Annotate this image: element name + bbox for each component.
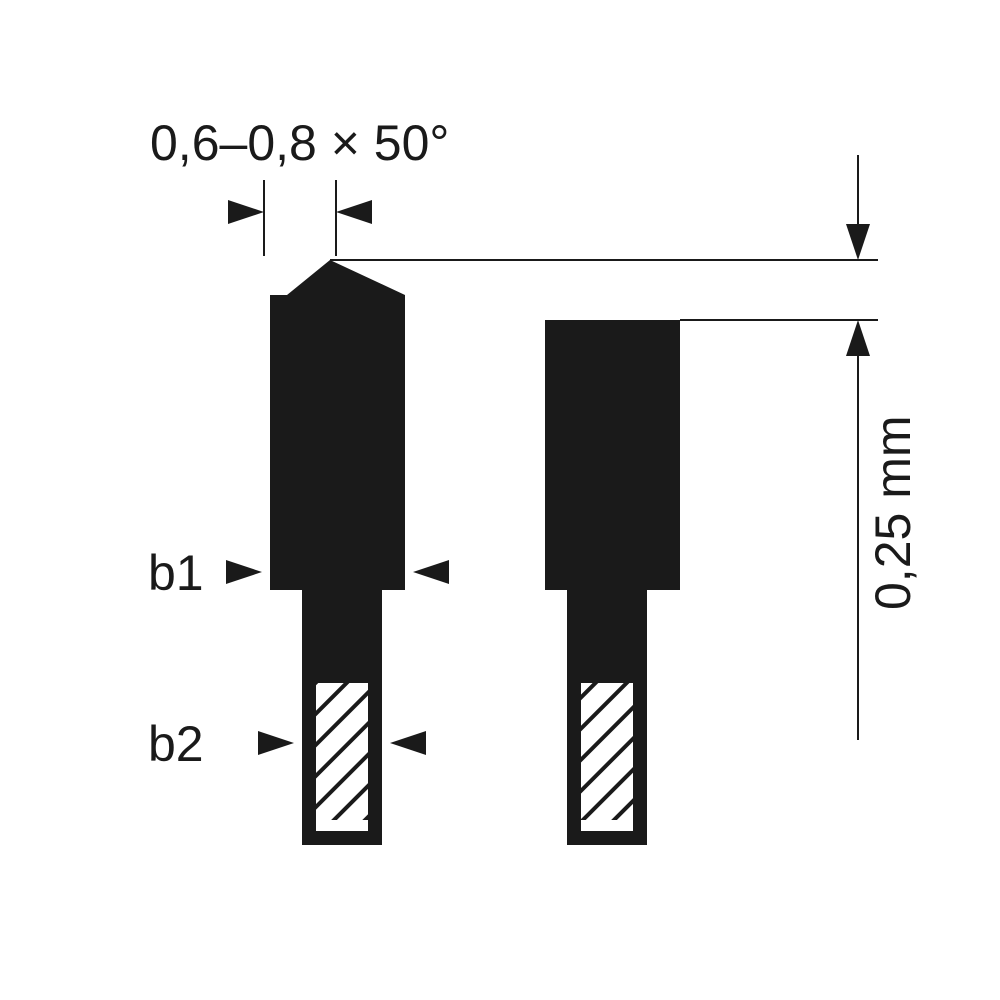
technical-diagram: 0,6–0,8 × 50° b1 b2 0,25 mm xyxy=(0,0,1000,1000)
left-shank xyxy=(302,590,382,845)
b1-label: b1 xyxy=(148,545,204,601)
left-tooth-profile xyxy=(270,260,405,590)
right-tooth-profile xyxy=(545,320,680,590)
b2-label: b2 xyxy=(148,716,204,772)
top-chamfer-label: 0,6–0,8 × 50° xyxy=(150,115,449,171)
top-chamfer-dimension xyxy=(228,180,372,256)
right-shank xyxy=(567,590,647,845)
right-height-label: 0,25 mm xyxy=(865,415,921,610)
